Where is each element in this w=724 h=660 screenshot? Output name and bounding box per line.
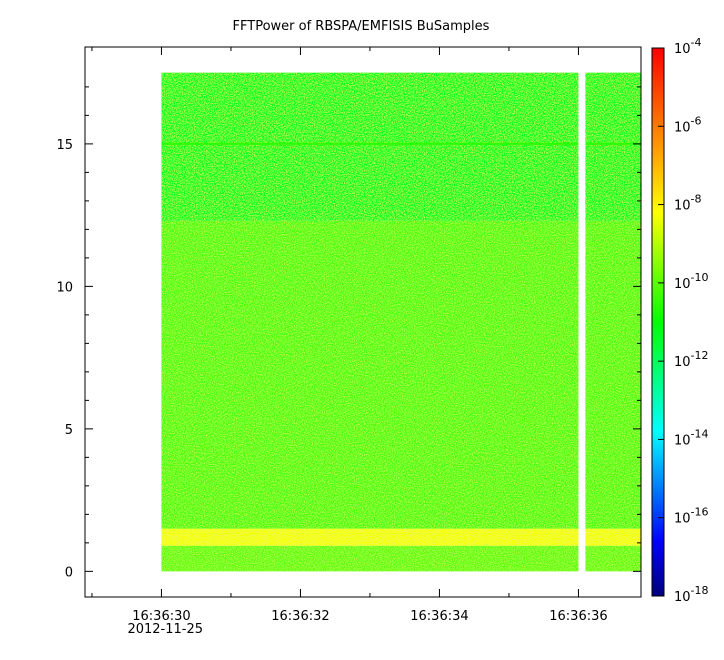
colorbar-tick-label-6: 10-6	[674, 114, 702, 135]
colorbar-tick-label-3: 10-12	[674, 349, 709, 370]
y-tick-label-3: 15	[56, 138, 73, 153]
x-tick-date-label: 2012-11-25	[127, 622, 203, 637]
power-band-3	[161, 72, 641, 221]
y-axis: 0 5 10 15	[56, 86, 641, 580]
colorbar	[652, 48, 664, 596]
power-band-0	[161, 545, 641, 572]
narrowband-line-0	[161, 142, 641, 145]
chart-title: FFTPower of RBSPA/EMFISIS BuSamples	[233, 19, 490, 34]
power-band-1	[161, 528, 641, 546]
colorbar-tick-label-5: 10-8	[674, 193, 702, 214]
y-tick-label-1: 5	[65, 423, 73, 438]
colorbar-tick-label-1: 10-16	[674, 506, 709, 527]
colorbar-axis: 10-18 10-16 10-14 10-12 10-10 10-8 10-6 10-4	[658, 36, 709, 605]
x-tick-label-2: 16:36:34	[410, 609, 468, 624]
colorbar-tick-label-0: 10-18	[674, 584, 709, 605]
colorbar-tick-label-4: 10-10	[674, 271, 709, 292]
y-tick-label-2: 10	[56, 280, 73, 295]
heatmap-layer	[161, 71, 641, 573]
data-gap-0	[578, 71, 586, 573]
y-tick-label-0: 0	[65, 565, 73, 580]
plot-frame	[84, 46, 642, 598]
power-band-2	[161, 220, 641, 529]
x-tick-label-3: 16:36:36	[549, 609, 607, 624]
colorbar-tick-label-7: 10-4	[674, 36, 702, 57]
x-tick-label-1: 16:36:32	[271, 609, 329, 624]
colorbar-tick-label-2: 10-14	[674, 427, 709, 448]
x-tick-label-0: 16:36:30	[132, 609, 190, 624]
